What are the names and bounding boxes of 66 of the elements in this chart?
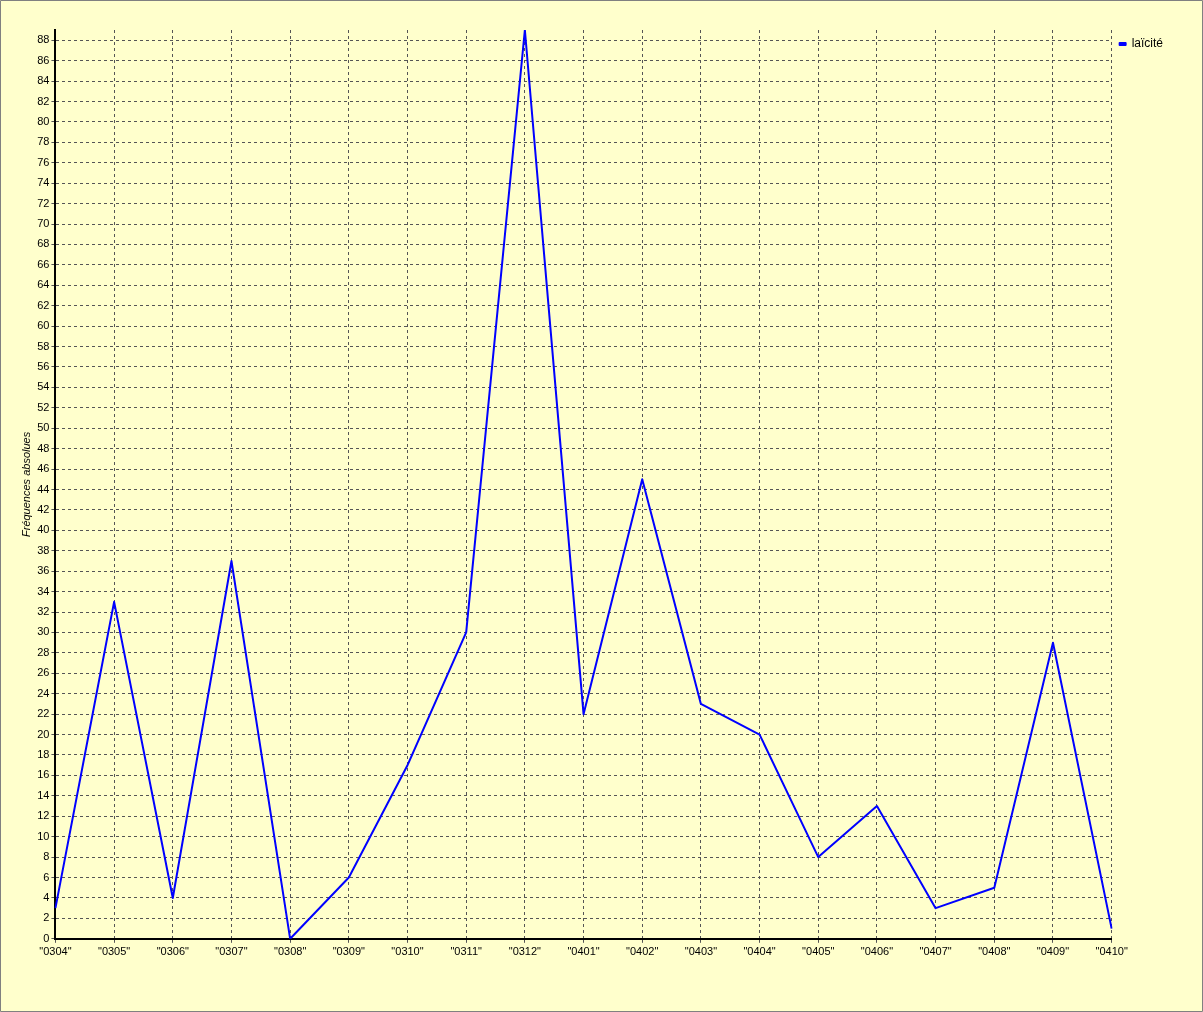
x-tick-label: "0310"	[391, 945, 424, 958]
x-tick-label: "0406"	[860, 945, 894, 958]
x-tick-label: "0402"	[626, 945, 659, 958]
y-tick-label: 70	[37, 217, 50, 230]
x-tick-label: "0308"	[274, 945, 307, 958]
y-tick-label: 26	[37, 666, 50, 679]
y-tick-label: 40	[37, 523, 50, 536]
x-tick-label: "0401"	[567, 945, 600, 958]
x-tick-label: "0305"	[97, 945, 131, 958]
y-tick-label: 12	[37, 809, 50, 822]
y-tick-label: 18	[37, 748, 50, 761]
y-tick-label: 44	[37, 482, 50, 495]
x-tick-label: "0309"	[332, 945, 366, 958]
y-tick-label: 30	[37, 625, 50, 638]
y-tick-label: 86	[37, 53, 50, 66]
legend-label: laïcité	[1131, 36, 1164, 51]
y-tick-label: 60	[37, 319, 50, 332]
x-tick-label: "0306"	[156, 945, 190, 958]
y-tick-label: 84	[37, 74, 50, 87]
x-tick-label: "0409"	[1036, 945, 1070, 958]
y-tick-label: 36	[37, 564, 50, 577]
y-tick-label: 64	[37, 278, 50, 291]
y-tick-label: 0	[43, 931, 50, 944]
y-tick-label: 32	[37, 605, 50, 618]
y-tick-label: 56	[37, 360, 50, 372]
x-tick-label: "0408"	[978, 945, 1011, 958]
y-tick-label: 28	[37, 645, 50, 658]
x-tick-label: "0410"	[1095, 945, 1128, 958]
x-tick-label: "0403"	[684, 945, 718, 958]
y-tick-label: 6	[43, 870, 50, 883]
x-tick-label: "0405"	[802, 945, 835, 958]
y-tick-label: 48	[37, 441, 50, 454]
y-tick-label: 34	[37, 584, 50, 597]
y-tick-label: 50	[37, 421, 50, 434]
y-tick-label: 78	[37, 135, 50, 148]
y-tick-label: 72	[37, 196, 50, 209]
y-tick-label: 38	[37, 543, 50, 556]
y-axis-title: Fréquences absolues	[19, 431, 32, 537]
y-tick-label: 14	[37, 788, 50, 801]
y-tick-label: 80	[37, 114, 50, 127]
y-tick-label: 22	[37, 707, 50, 720]
y-tick-label: 10	[37, 829, 50, 842]
x-tick-label: "0311"	[450, 945, 483, 958]
y-tick-label: 8	[43, 850, 50, 863]
y-tick-label: 4	[43, 890, 50, 903]
y-tick-label: 16	[37, 768, 50, 781]
y-tick-label: 74	[37, 176, 50, 189]
y-tick-label: 54	[37, 380, 50, 393]
y-tick-label: 66	[37, 257, 50, 270]
y-tick-label: 2	[43, 911, 50, 924]
y-tick-label: 42	[37, 502, 50, 515]
y-tick-label: 76	[37, 155, 50, 168]
y-tick-label: 82	[37, 94, 50, 107]
y-tick-label: 52	[37, 400, 50, 413]
y-tick-label: 58	[37, 339, 50, 352]
x-tick-label: "0404"	[743, 945, 776, 958]
y-tick-label: 62	[37, 298, 50, 311]
y-tick-label: 24	[37, 686, 50, 699]
y-tick-label: 46	[37, 462, 50, 475]
x-tick-label: "0307"	[215, 945, 248, 958]
x-tick-label: "0312"	[508, 945, 542, 958]
x-tick-label: "0407"	[919, 945, 952, 958]
y-tick-label: 68	[37, 237, 50, 250]
y-tick-label: 88	[37, 33, 50, 46]
x-tick-label: "0304"	[39, 945, 72, 958]
y-tick-label: 20	[37, 727, 50, 740]
